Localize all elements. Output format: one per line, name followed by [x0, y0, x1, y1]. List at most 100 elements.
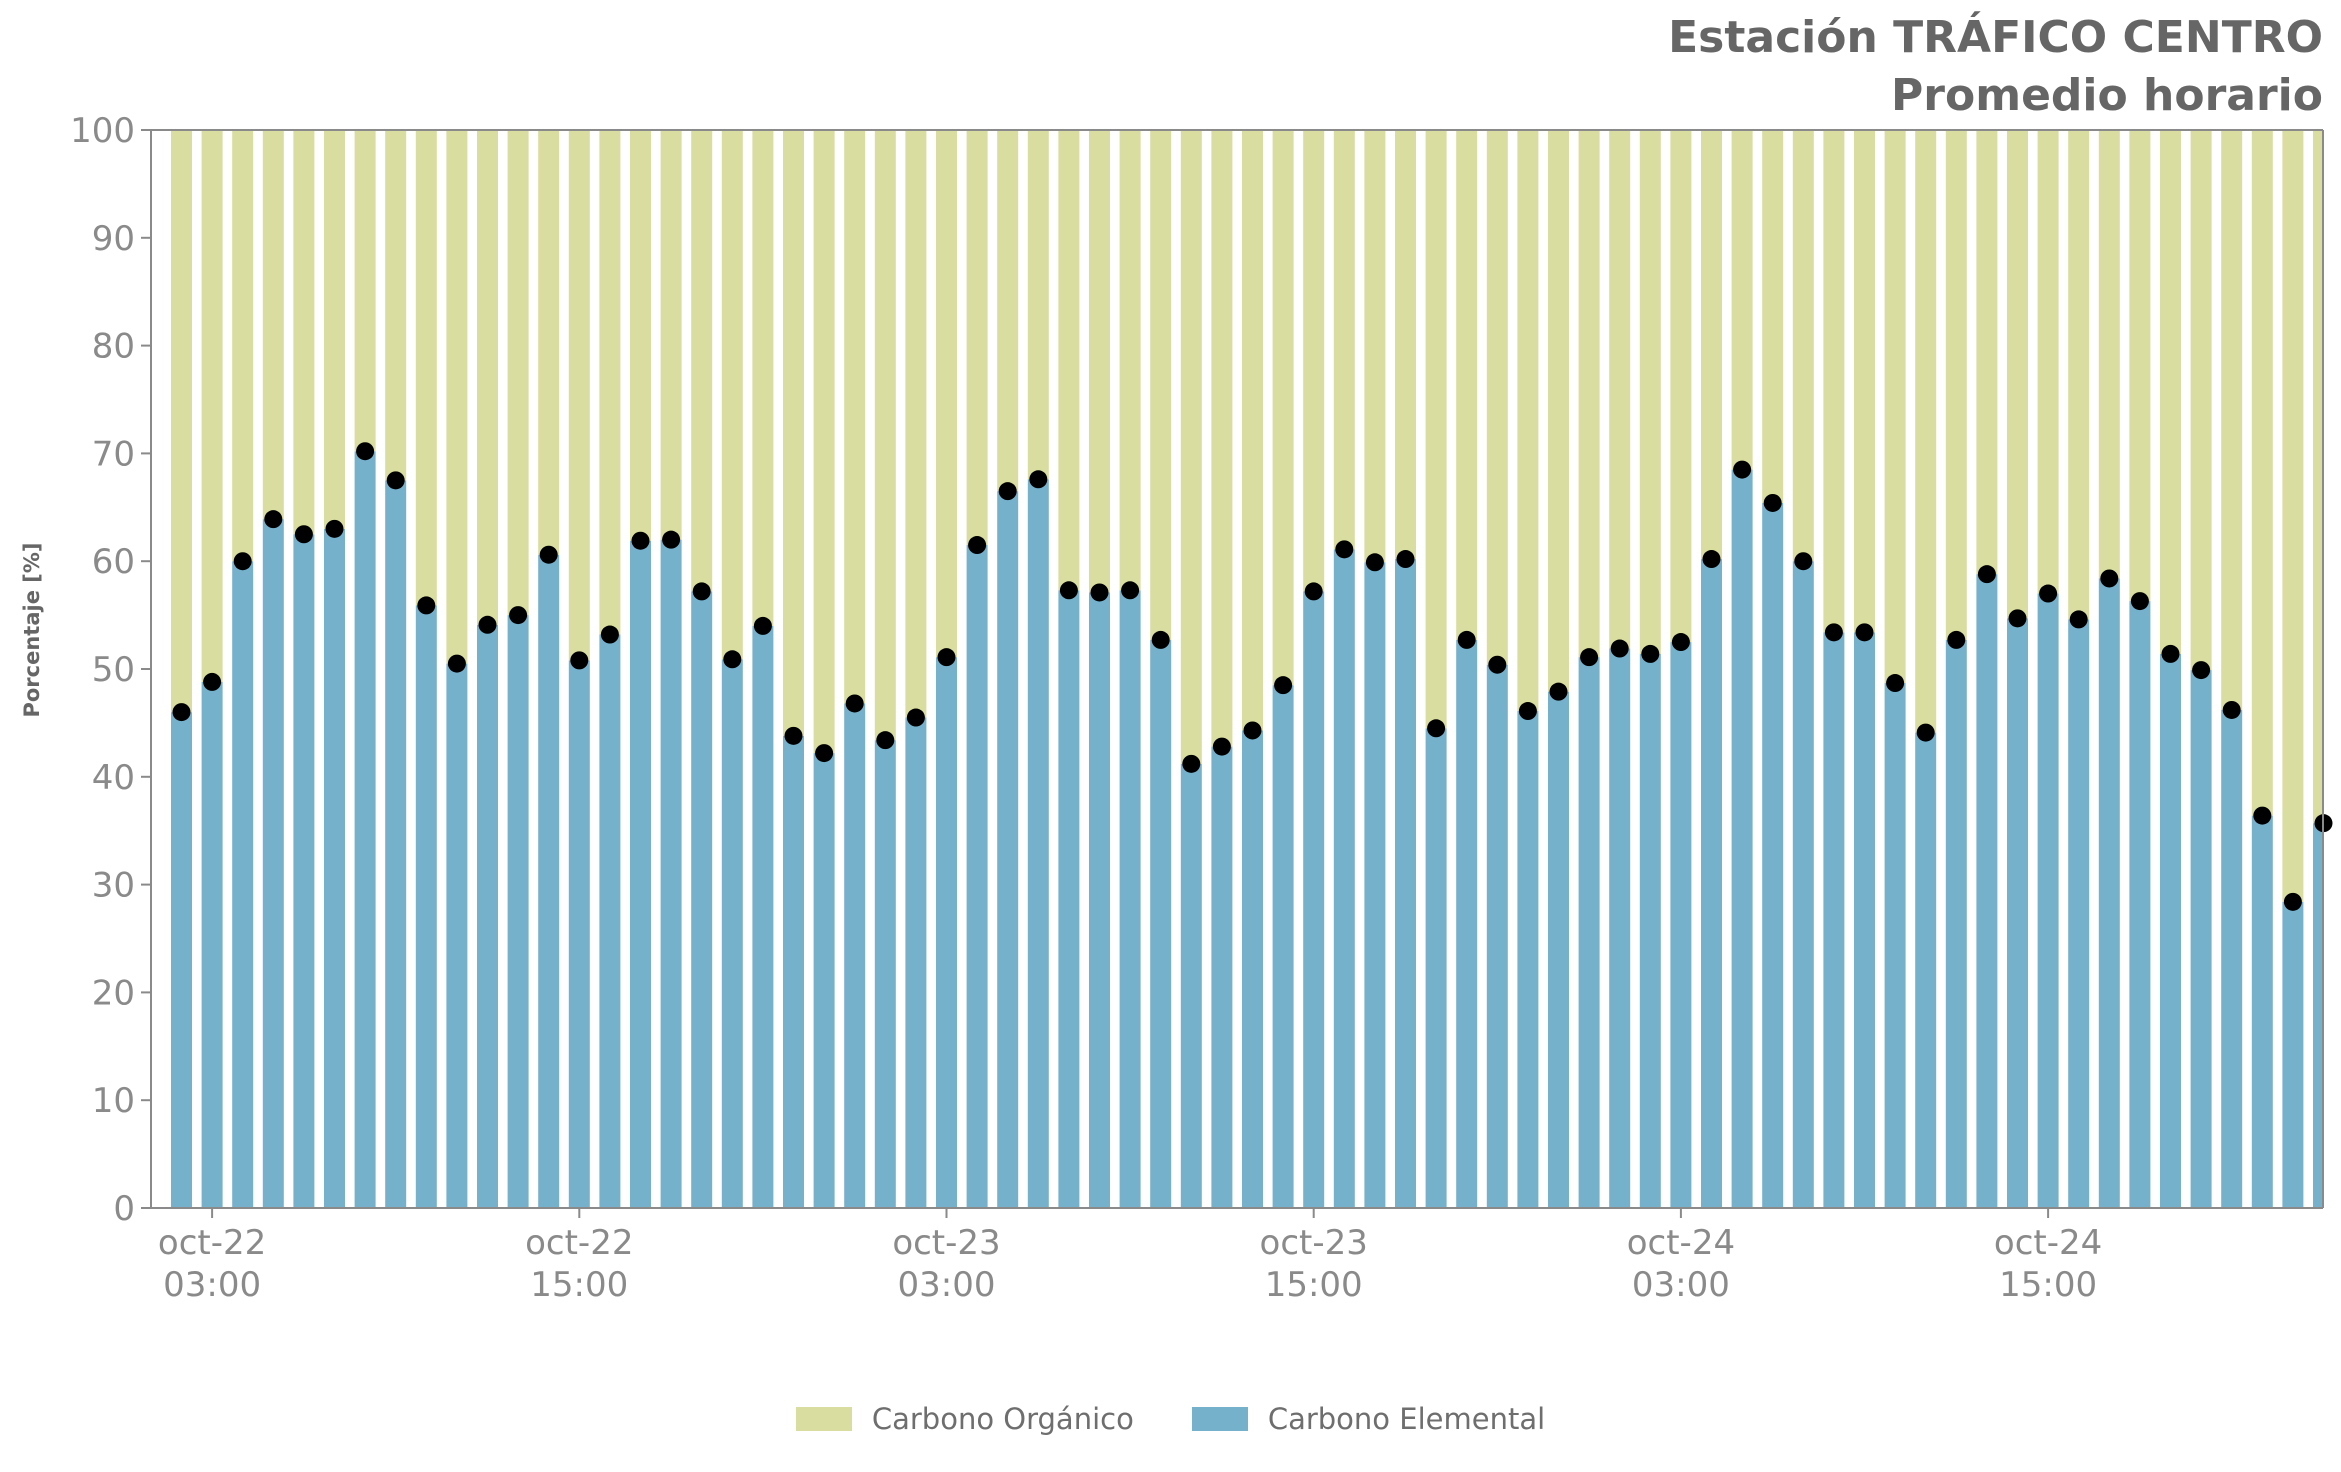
point-elemental-26 [968, 536, 987, 555]
point-elemental-24 [906, 708, 925, 727]
bar-organic-19 [752, 130, 774, 626]
point-elemental-6 [356, 442, 375, 461]
point-elemental-47 [1610, 639, 1629, 658]
bar-organic-34 [1211, 130, 1233, 747]
point-elemental-4 [294, 525, 313, 544]
bar-elemental-57 [1915, 732, 1937, 1208]
point-elemental-60 [2008, 609, 2027, 628]
bar-elemental-11 [507, 615, 529, 1208]
y-tick-label-0: 0 [113, 1189, 135, 1229]
y-tick-label-2: 20 [92, 973, 135, 1013]
bar-elemental-59 [1976, 574, 1998, 1208]
bar-elemental-25 [936, 657, 957, 1208]
point-elemental-54 [1824, 623, 1843, 642]
y-tick-label-10: 100 [70, 111, 135, 151]
bar-organic-26 [966, 130, 988, 546]
x-tick-label-date-3: oct-23 [1260, 1223, 1368, 1263]
point-elemental-20 [784, 726, 803, 745]
bar-organic-48 [1639, 130, 1661, 654]
bar-organic-39 [1364, 130, 1386, 563]
legend-label-elemental: Carbono Elemental [1267, 1402, 1546, 1436]
bar-organic-33 [1180, 130, 1202, 764]
bar-organic-23 [874, 130, 896, 741]
bar-elemental-49 [1670, 642, 1692, 1208]
point-elemental-1 [203, 672, 222, 691]
bar-organic-69 [2282, 130, 2304, 902]
legend-swatch-elemental [1191, 1407, 1248, 1431]
bar-elemental-30 [1089, 592, 1110, 1208]
point-elemental-31 [1121, 581, 1140, 600]
bar-elemental-7 [385, 480, 407, 1208]
bar-elemental-42 [1456, 639, 1478, 1208]
bar-elemental-52 [1762, 502, 1784, 1208]
bar-elemental-29 [1058, 590, 1080, 1208]
bar-organic-18 [721, 130, 743, 660]
bar-elemental-12 [538, 554, 560, 1208]
point-elemental-22 [845, 694, 864, 713]
bar-elemental-48 [1639, 653, 1661, 1208]
point-elemental-65 [2161, 644, 2180, 663]
bar-elemental-60 [2007, 618, 2028, 1208]
bar-organic-52 [1762, 130, 1784, 503]
point-elemental-16 [662, 530, 681, 549]
bar-organic-27 [997, 130, 1019, 492]
bar-organic-31 [1119, 130, 1141, 591]
bar-elemental-35 [1242, 730, 1263, 1208]
bar-organic-61 [2037, 130, 2059, 594]
bar-elemental-40 [1395, 559, 1416, 1208]
bar-elemental-10 [477, 624, 498, 1208]
bar-organic-54 [1823, 130, 1845, 633]
bar-organic-43 [1486, 130, 1508, 665]
bar-elemental-32 [1150, 639, 1172, 1208]
bar-organic-63 [2098, 130, 2120, 579]
bar-elemental-64 [2129, 601, 2151, 1208]
bar-organic-46 [1578, 130, 1600, 658]
point-elemental-64 [2130, 592, 2149, 611]
bar-organic-70 [2313, 130, 2323, 824]
bar-elemental-62 [2068, 619, 2090, 1208]
legend-swatch-organic [795, 1407, 852, 1431]
point-elemental-30 [1090, 583, 1109, 602]
bar-elemental-5 [324, 528, 345, 1208]
bar-elemental-50 [1701, 559, 1722, 1208]
bar-organic-17 [691, 130, 713, 592]
bar-elemental-44 [1517, 711, 1539, 1208]
point-elemental-13 [570, 651, 589, 670]
bar-organic-12 [538, 130, 560, 555]
x-tick-label-date-5: oct-24 [1994, 1223, 2102, 1263]
bar-elemental-23 [874, 740, 896, 1208]
point-elemental-53 [1794, 552, 1813, 571]
bar-organic-62 [2068, 130, 2090, 620]
bar-organic-13 [568, 130, 590, 661]
chart-subtitle: Promedio horario [1891, 70, 2323, 121]
point-elemental-10 [478, 615, 497, 634]
bar-organic-14 [599, 130, 621, 635]
bar-elemental-27 [997, 491, 1019, 1208]
bar-organic-36 [1272, 130, 1294, 686]
point-elemental-63 [2100, 569, 2119, 588]
bar-organic-51 [1731, 130, 1753, 470]
point-elemental-57 [1916, 723, 1935, 742]
point-elemental-68 [2253, 806, 2272, 825]
x-tick-label-date-2: oct-23 [892, 1223, 1000, 1263]
bar-elemental-61 [2037, 593, 2059, 1208]
bar-elemental-37 [1303, 591, 1325, 1208]
bar-organic-68 [2251, 130, 2273, 816]
x-tick-label-time-5: 15:00 [1999, 1265, 2097, 1305]
bar-organic-2 [232, 130, 254, 562]
point-elemental-37 [1304, 582, 1323, 601]
bar-organic-9 [446, 130, 468, 664]
bar-elemental-22 [844, 703, 866, 1208]
bar-organic-3 [262, 130, 284, 520]
bar-organic-60 [2007, 130, 2028, 619]
point-elemental-44 [1518, 702, 1537, 721]
bar-elemental-65 [2160, 653, 2181, 1208]
bar-elemental-2 [232, 561, 254, 1208]
bar-elemental-46 [1578, 657, 1600, 1208]
point-elemental-23 [876, 731, 895, 750]
bar-organic-10 [477, 130, 498, 625]
point-elemental-43 [1488, 655, 1507, 674]
bar-organic-67 [2221, 130, 2243, 710]
bar-elemental-36 [1272, 685, 1294, 1208]
bar-organic-58 [1945, 130, 1967, 640]
